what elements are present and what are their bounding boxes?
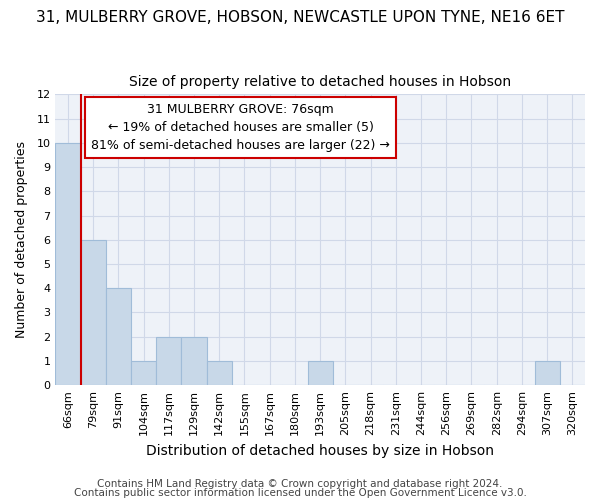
Text: Contains public sector information licensed under the Open Government Licence v3: Contains public sector information licen… [74, 488, 526, 498]
Bar [55, 143, 80, 385]
Text: 31, MULBERRY GROVE, HOBSON, NEWCASTLE UPON TYNE, NE16 6ET: 31, MULBERRY GROVE, HOBSON, NEWCASTLE UP… [36, 10, 564, 25]
Text: 31 MULBERRY GROVE: 76sqm
← 19% of detached houses are smaller (5)
81% of semi-de: 31 MULBERRY GROVE: 76sqm ← 19% of detach… [91, 103, 390, 152]
X-axis label: Distribution of detached houses by size in Hobson: Distribution of detached houses by size … [146, 444, 494, 458]
Bar [106, 288, 131, 385]
Bar [206, 361, 232, 385]
Bar [156, 336, 181, 385]
Bar [131, 361, 156, 385]
Bar [80, 240, 106, 385]
Title: Size of property relative to detached houses in Hobson: Size of property relative to detached ho… [129, 75, 511, 89]
Bar [308, 361, 333, 385]
Bar [535, 361, 560, 385]
Bar [181, 336, 206, 385]
Text: Contains HM Land Registry data © Crown copyright and database right 2024.: Contains HM Land Registry data © Crown c… [97, 479, 503, 489]
Y-axis label: Number of detached properties: Number of detached properties [15, 142, 28, 338]
